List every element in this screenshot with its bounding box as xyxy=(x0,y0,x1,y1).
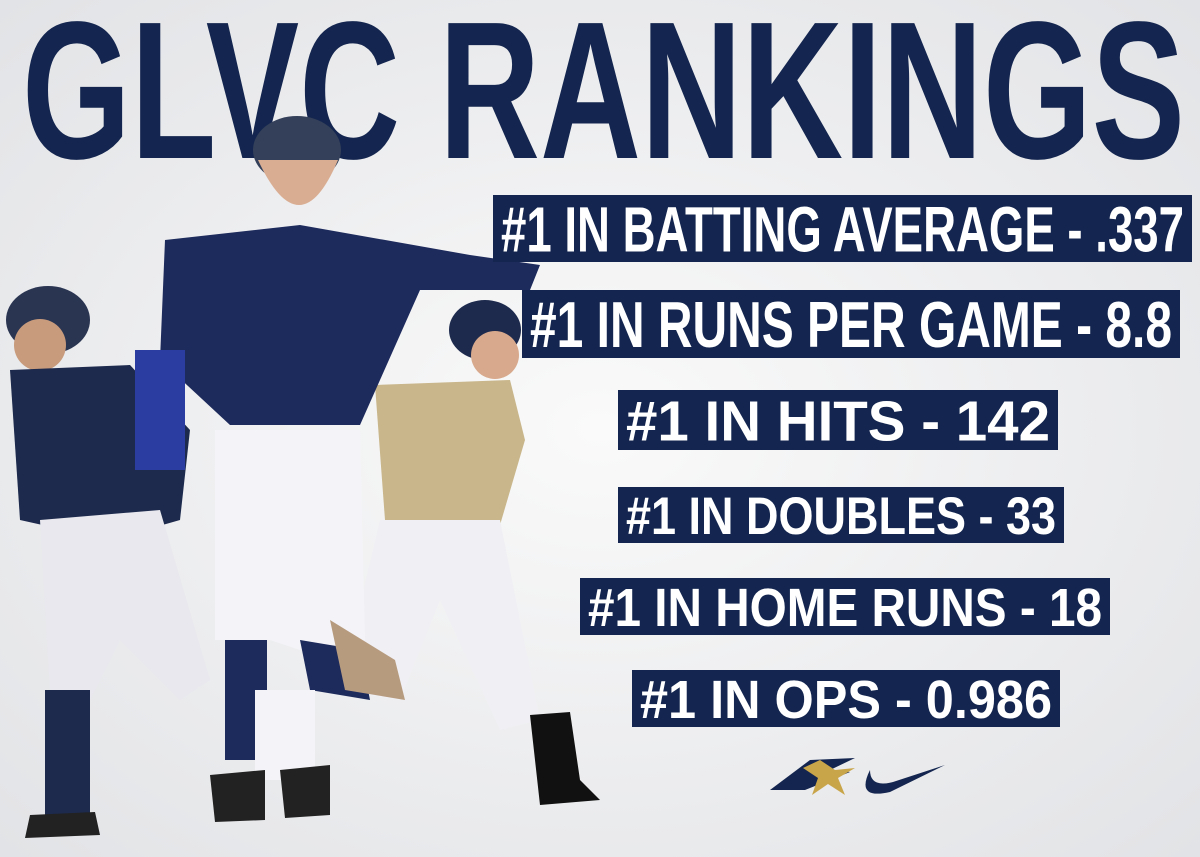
rankings: #1 IN BATTING AVERAGE - .337 #1 IN RUNS P… xyxy=(493,194,1192,730)
player-center xyxy=(135,116,540,822)
player-left xyxy=(6,286,210,838)
ranking-bar xyxy=(493,195,1192,262)
logos xyxy=(770,758,945,795)
ranking-bar xyxy=(580,578,1110,635)
ranking-bar xyxy=(618,487,1064,543)
ranking-bar xyxy=(618,390,1058,450)
ranking-bar xyxy=(522,290,1180,358)
ranking-text: #1 IN DOUBLES - 33 xyxy=(626,487,1056,546)
ranking-text: #1 IN HOME RUNS - 18 xyxy=(588,578,1102,638)
ranking-text: #1 IN RUNS PER GAME - 8.8 xyxy=(530,289,1172,361)
ranking-text: #1 IN BATTING AVERAGE - .337 xyxy=(501,194,1184,265)
ranking-text: #1 IN OPS - 0.986 xyxy=(640,670,1052,730)
ranking-bar xyxy=(632,670,1060,727)
ranking-text: #1 IN HITS - 142 xyxy=(626,389,1050,453)
title: GLVC RANKINGS xyxy=(22,0,1185,200)
